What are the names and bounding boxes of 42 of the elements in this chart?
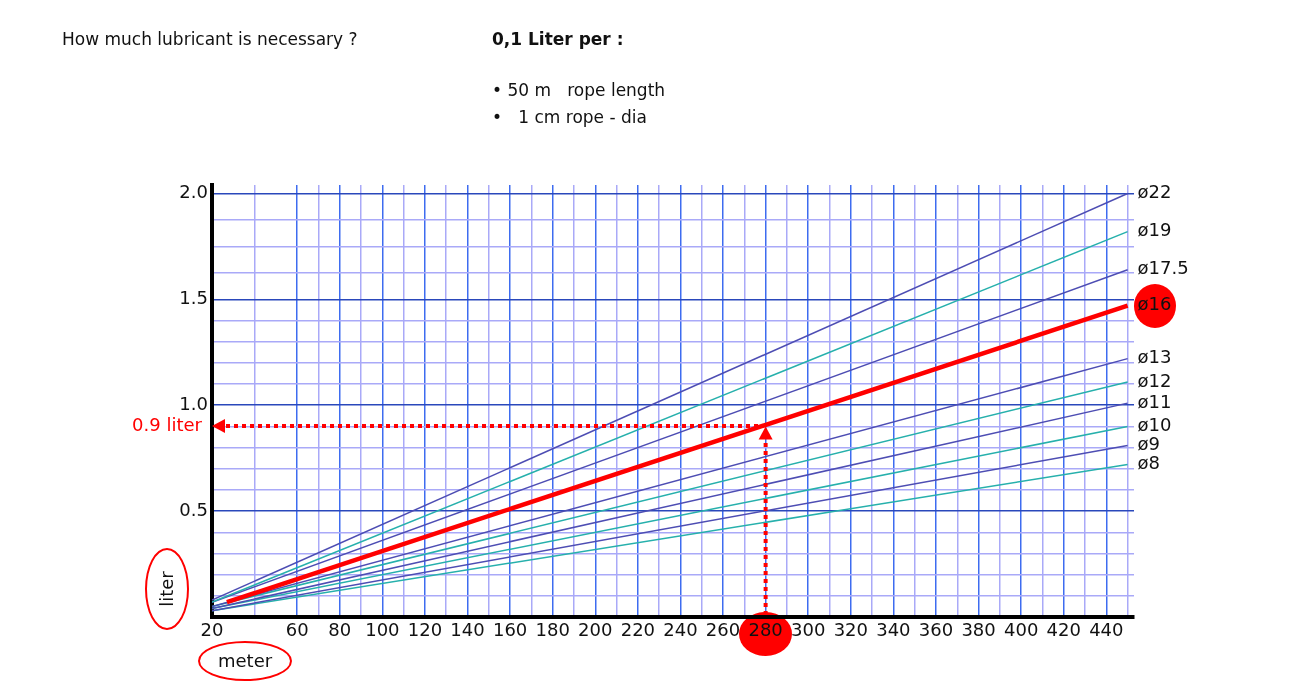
x-tick-label: 260 [705, 619, 741, 641]
x-tick-label: 280 [748, 619, 783, 641]
series-label: ø10 [1137, 414, 1172, 436]
x-tick-label: 440 [1089, 619, 1124, 641]
series-label: ø17.5 [1137, 257, 1189, 279]
x-tick-label: 140 [450, 619, 485, 641]
annotation: 0.9 liter [132, 414, 203, 436]
x-tick-label: 360 [918, 619, 954, 641]
series-label: ø19 [1137, 219, 1172, 241]
x-tick-label: 420 [1046, 619, 1081, 641]
x-tick-label: 20 [200, 619, 224, 641]
series-label: ø16 [1137, 293, 1172, 315]
series-label: ø12 [1137, 369, 1172, 391]
x-tick-label: 320 [833, 619, 868, 641]
x-tick-label: 240 [663, 619, 698, 641]
x-tick-label: 400 [1003, 619, 1039, 641]
y-tick-label: 1.0 [179, 392, 208, 414]
text: • 50 m rope length [492, 79, 666, 102]
text: • 1 cm rope - dia [492, 106, 648, 129]
x-tick-label: 60 [285, 619, 309, 641]
series-label: ø22 [1137, 181, 1172, 203]
x-tick-label: 300 [791, 619, 826, 641]
x-tick-label: 380 [961, 619, 996, 641]
x-tick-label: 80 [328, 619, 352, 641]
x-axis-title: meter [218, 650, 273, 672]
x-tick-label: 120 [407, 619, 443, 641]
series-label: ø13 [1137, 346, 1172, 368]
y-tick-label: 2.0 [179, 181, 208, 203]
x-tick-label: 340 [876, 619, 911, 641]
x-tick-label: 160 [492, 619, 528, 641]
y-tick-label: 1.5 [179, 287, 208, 309]
x-tick-label: 180 [535, 619, 570, 641]
series-label: ø8 [1137, 452, 1161, 474]
x-tick-label: 200 [578, 619, 613, 641]
chart-title: How much lubricant is necessary ? [62, 29, 358, 49]
chart-subtitle: 0,1 Liter per : [492, 29, 624, 49]
y-axis-title: liter [155, 571, 178, 607]
series-label: ø9 [1137, 433, 1161, 455]
series-label: ø11 [1137, 390, 1172, 412]
x-tick-label: 220 [620, 619, 656, 641]
y-tick-label: 0.5 [179, 498, 208, 520]
x-tick-label: 100 [365, 619, 400, 641]
